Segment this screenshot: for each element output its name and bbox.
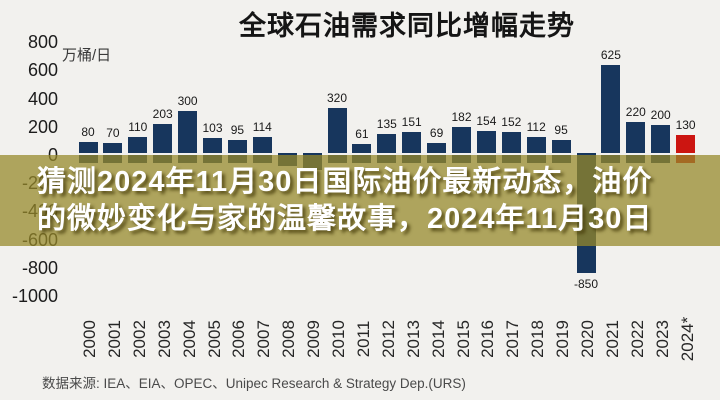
bar-2013	[402, 131, 422, 153]
x-axis-year-label: 2005	[204, 320, 224, 358]
bar-2018	[526, 137, 546, 153]
y-axis-tick-label: 200	[27, 116, 58, 137]
bar-2014	[427, 143, 447, 153]
bar-2004	[178, 110, 198, 153]
bar-2002	[128, 137, 148, 153]
bar-value-label: 70	[106, 126, 120, 141]
headline-line-2: 的微妙变化与家的温馨故事，2024年11月30日	[37, 202, 653, 235]
x-axis-year-label: 2017	[503, 320, 523, 358]
chart-title: 全球石油需求同比增幅走势	[239, 11, 575, 41]
bar-2012	[377, 133, 397, 153]
x-axis-year-label: 2009	[304, 320, 324, 358]
bar-value-label: 152	[501, 114, 522, 129]
x-axis-year-label: 2012	[378, 320, 398, 358]
bar-2005	[203, 138, 222, 153]
y-axis-tick-label: 800	[27, 32, 58, 53]
bar-2006	[227, 139, 247, 153]
bar-2021	[601, 64, 621, 153]
y-axis-unit-label: 万桶/日	[62, 47, 112, 64]
bar-value-label: 300	[177, 93, 198, 108]
x-axis-year-label: 2004	[179, 320, 199, 358]
bar-value-label: 95	[230, 122, 245, 137]
x-axis-year-label: 2007	[254, 320, 274, 358]
x-axis-year-label: 2001	[104, 320, 124, 358]
bar-value-label: 80	[81, 124, 95, 139]
bar-value-label: 200	[650, 107, 671, 122]
bar-2003	[153, 124, 173, 153]
y-axis-tick-label: -1000	[11, 286, 58, 306]
bar-2000	[78, 141, 98, 153]
bar-2010	[327, 107, 347, 153]
bar-2015	[452, 127, 471, 153]
bar-2017	[501, 131, 521, 153]
y-axis-tick-label: -800	[21, 257, 58, 278]
bar-2024	[676, 134, 696, 153]
x-axis-year-label: 2006	[229, 320, 249, 358]
bar-value-label: 151	[401, 114, 422, 129]
x-axis-year-label: 2018	[528, 320, 548, 358]
bar-2001	[103, 143, 123, 153]
bar-value-label: 320	[326, 90, 348, 105]
x-axis-year-label: 2013	[403, 320, 423, 358]
bar-2016	[476, 131, 496, 153]
x-axis-year-label: 2022	[627, 320, 647, 358]
bar-value-label: 182	[451, 110, 472, 125]
bar-value-label: 95	[554, 122, 568, 137]
x-axis-year-label: 2002	[129, 320, 149, 358]
headline-line-1: 猜测2024年11月30日国际油价最新动态，油价	[37, 165, 653, 198]
x-axis-year-label: 2020	[578, 320, 597, 358]
bar-value-label: 130	[675, 117, 696, 132]
x-axis-year-label: 2021	[602, 320, 622, 358]
x-axis-year-label: 2011	[353, 320, 373, 358]
x-axis-year-label: 2008	[279, 320, 299, 358]
x-axis-year-label: 2010	[329, 320, 348, 358]
bar-value-label: 203	[152, 107, 173, 122]
bar-value-label: 69	[429, 126, 444, 141]
bar-value-label: -850	[573, 276, 599, 291]
x-axis-year-label: 2014	[428, 320, 448, 358]
bar-value-label: 114	[252, 119, 272, 134]
x-axis-year-label: 2003	[154, 320, 174, 358]
y-axis-tick-label: 600	[27, 60, 58, 81]
data-source: 数据来源: IEA、EIA、OPEC、Unipec Research & Str…	[42, 376, 466, 391]
bar-2019	[551, 139, 571, 153]
bar-value-label: 220	[625, 104, 646, 119]
bar-value-label: 625	[600, 47, 621, 62]
bar-value-label: 103	[202, 121, 223, 136]
y-axis-tick-label: 400	[27, 88, 58, 109]
x-axis-year-label: 2019	[553, 320, 573, 358]
x-axis-year-label: 2023	[652, 320, 672, 358]
bar-value-label: 112	[526, 120, 546, 135]
bar-2007	[252, 136, 272, 153]
x-axis-year-label: 2016	[478, 320, 498, 358]
bar-2023	[651, 124, 671, 153]
bar-value-label: 135	[376, 116, 397, 131]
x-axis-year-label: 2024*	[677, 316, 697, 362]
bar-2022	[626, 121, 646, 153]
headline-overlay-banner: 猜测2024年11月30日国际油价最新动态，油价 的微妙变化与家的温馨故事，20…	[0, 155, 720, 246]
bar-value-label: 61	[355, 127, 369, 142]
x-axis-year-label: 2015	[453, 320, 473, 358]
bar-value-label: 110	[128, 120, 148, 135]
bar-value-label: 154	[476, 114, 497, 129]
bar-2011	[352, 144, 372, 153]
x-axis-year-label: 2000	[80, 320, 99, 358]
